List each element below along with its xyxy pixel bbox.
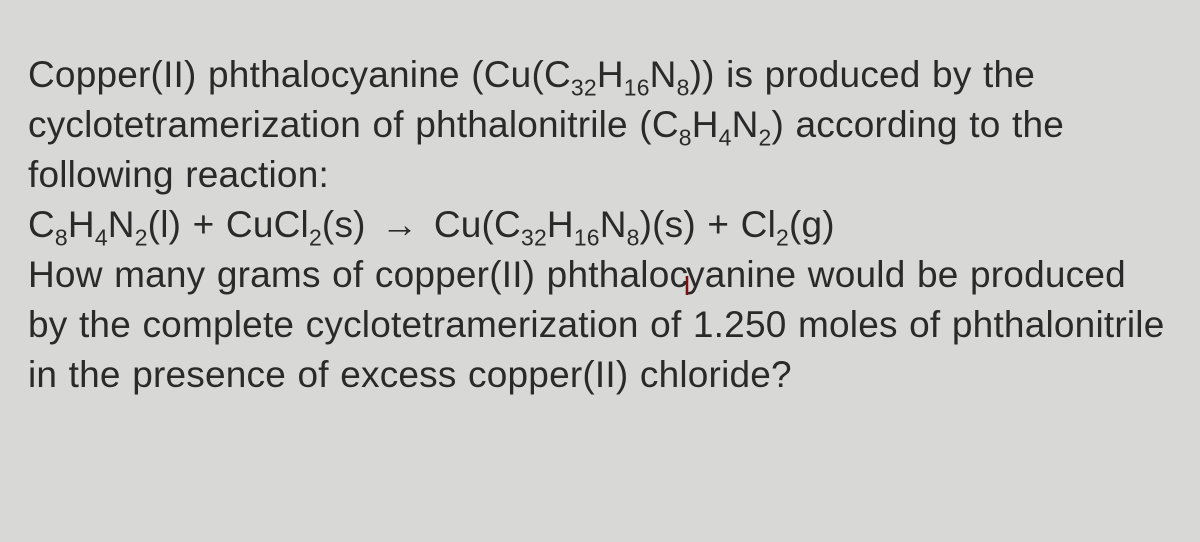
equation-segment: C — [28, 204, 55, 245]
text-cursor-icon: I — [683, 267, 691, 304]
subscript: 4 — [95, 224, 108, 250]
subscript: 2 — [135, 224, 148, 250]
equation-segment: (s) — [322, 204, 377, 245]
text-segment: H — [692, 104, 719, 145]
equation-segment: Cu(C — [422, 204, 521, 245]
subscript: 8 — [627, 224, 640, 250]
subscript: 4 — [719, 124, 732, 150]
subscript: 16 — [624, 74, 650, 100]
reaction-arrow-icon: → — [377, 200, 422, 250]
subscript: 2 — [759, 124, 772, 150]
subscript: 2 — [309, 224, 322, 250]
chemistry-question-passage: Copper(II) phthalocyanine (Cu(C32H16N8))… — [28, 50, 1172, 400]
equation-segment: N — [600, 204, 627, 245]
text-segment: Copper(II) phthalocyanine (Cu(C — [28, 54, 571, 95]
subscript: 8 — [677, 74, 690, 100]
subscript: 2 — [776, 224, 789, 250]
subscript: 16 — [574, 224, 600, 250]
equation-segment: N — [108, 204, 135, 245]
subscript: 32 — [521, 224, 547, 250]
subscript: 8 — [55, 224, 68, 250]
equation-segment: )(s) + Cl — [640, 204, 776, 245]
question-segment: How many grams of copper(II) phthaloc — [28, 254, 688, 295]
equation-segment: (g) — [789, 204, 835, 245]
subscript: 8 — [679, 124, 692, 150]
equation-segment: (l) + CuCl — [148, 204, 309, 245]
subscript: 32 — [571, 74, 597, 100]
equation-segment: H — [547, 204, 574, 245]
text-segment: N — [732, 104, 759, 145]
text-segment: H — [597, 54, 624, 95]
equation-segment: H — [68, 204, 95, 245]
text-segment: N — [650, 54, 677, 95]
